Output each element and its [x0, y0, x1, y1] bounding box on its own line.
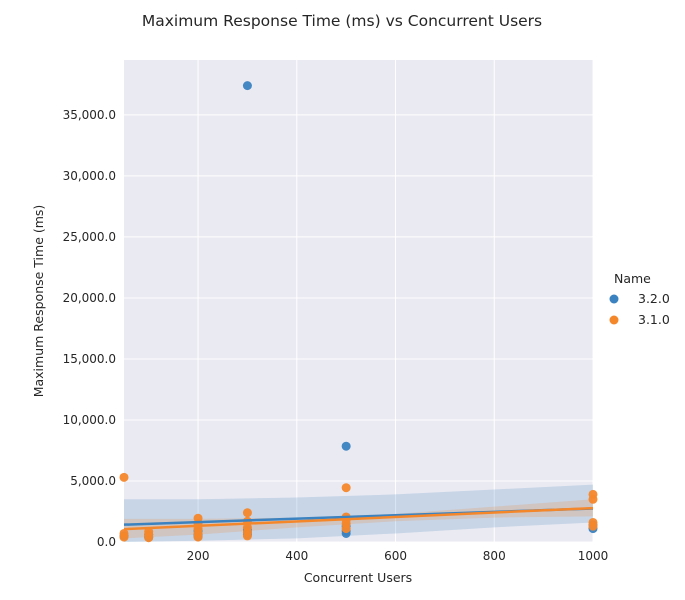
legend-label: 3.1.0	[638, 312, 670, 327]
x-tick-label: 400	[285, 549, 308, 563]
y-tick-label: 10,000.0	[63, 413, 116, 427]
confidence-band	[124, 484, 593, 542]
x-tick-label: 200	[187, 549, 210, 563]
y-axis-label: Maximum Response Time (ms)	[31, 205, 46, 398]
y-tick-label: 5,000.0	[70, 474, 116, 488]
y-tick-label: 15,000.0	[63, 352, 116, 366]
data-point	[588, 494, 598, 504]
legend-label: 3.2.0	[638, 291, 670, 306]
y-tick-label: 20,000.0	[63, 291, 116, 305]
data-point	[341, 441, 351, 451]
legend-marker	[609, 315, 619, 325]
data-point	[242, 81, 252, 91]
data-point	[119, 472, 129, 482]
y-tick-label: 35,000.0	[63, 108, 116, 122]
data-point	[119, 528, 129, 538]
y-tick-label: 30,000.0	[63, 169, 116, 183]
data-point	[193, 513, 203, 523]
y-tick-label: 0.0	[97, 535, 116, 549]
x-tick-label: 800	[483, 549, 506, 563]
chart-title: Maximum Response Time (ms) vs Concurrent…	[142, 12, 542, 30]
plot-background	[124, 60, 593, 542]
data-point	[588, 521, 598, 531]
legend-marker	[609, 294, 619, 304]
x-tick-label: 600	[384, 549, 407, 563]
data-point	[341, 483, 351, 493]
y-tick-label: 25,000.0	[63, 230, 116, 244]
x-axis-label: Concurrent Users	[304, 570, 412, 585]
plot-area	[119, 60, 598, 543]
data-point	[242, 508, 252, 518]
regression-line	[123, 506, 594, 531]
legend-title: Name	[614, 271, 651, 286]
legend: Name 3.2.0 3.1.0	[609, 271, 670, 327]
x-tick-label: 1000	[578, 549, 609, 563]
